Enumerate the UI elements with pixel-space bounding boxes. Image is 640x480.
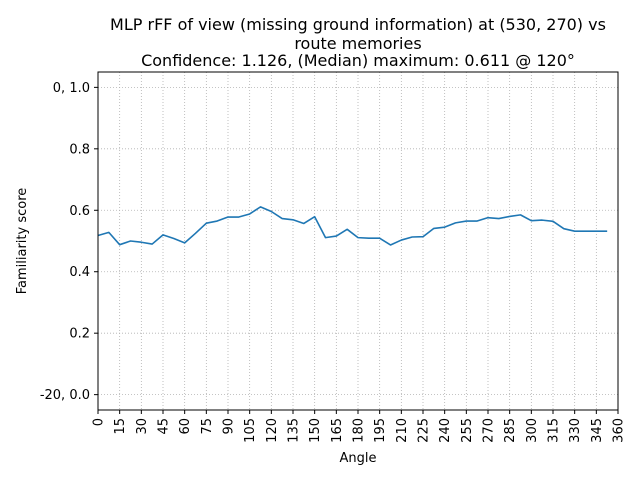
y-axis-label: Familiarity score [15, 188, 30, 295]
y-tick-label: -20, 0.0 [40, 388, 90, 403]
x-tick-label: 90 [222, 418, 237, 435]
y-tick-label: 0.2 [69, 327, 90, 342]
x-tick-label: 45 [157, 418, 172, 435]
title-line: route memories [294, 34, 421, 53]
y-axis-ticks: -20, 0.0 0.2 0.4 0.6 0.8 0, 1.0 [40, 81, 98, 403]
x-axis-ticks: 0 15 30 45 60 75 90 105 120 135 150 165 180 195 210 225… [92, 410, 627, 443]
x-tick-label: 75 [200, 418, 215, 435]
x-tick-label: 345 [590, 418, 605, 443]
x-tick-label: 330 [568, 418, 583, 443]
x-tick-label: 240 [438, 418, 453, 443]
x-tick-label: 360 [612, 418, 627, 443]
x-tick-label: 0 [92, 418, 107, 426]
x-tick-label: 30 [135, 418, 150, 435]
x-tick-label: 270 [482, 418, 497, 443]
x-tick-label: 120 [265, 418, 280, 443]
x-axis-label: Angle [340, 451, 377, 466]
x-tick-label: 60 [178, 418, 193, 435]
y-tick-label: 0.6 [69, 204, 90, 219]
y-tick-label: 0, 1.0 [53, 81, 90, 96]
x-tick-label: 165 [330, 418, 345, 443]
x-tick-label: 255 [460, 418, 475, 443]
x-tick-label: 15 [113, 418, 128, 435]
y-tick-label: 0.8 [69, 142, 90, 157]
chart-title: MLP rFF of view (missing ground informat… [110, 15, 606, 70]
title-line: Confidence: 1.126, (Median) maximum: 0.6… [141, 51, 575, 70]
y-tick-label: 0.4 [69, 265, 90, 280]
x-tick-label: 225 [417, 418, 432, 443]
title-line: MLP rFF of view (missing ground informat… [110, 15, 606, 34]
x-tick-label: 285 [503, 418, 518, 443]
series-area [97, 206, 608, 246]
x-tick-label: 105 [243, 418, 258, 443]
x-tick-label: 300 [525, 418, 540, 443]
series-line [97, 206, 608, 246]
x-tick-label: 135 [287, 418, 302, 443]
x-tick-label: 315 [547, 418, 562, 443]
grid [97, 72, 619, 410]
x-tick-label: 210 [395, 418, 410, 443]
x-tick-label: 180 [352, 418, 367, 443]
x-tick-label: 195 [373, 418, 388, 443]
x-tick-label: 150 [308, 418, 323, 443]
